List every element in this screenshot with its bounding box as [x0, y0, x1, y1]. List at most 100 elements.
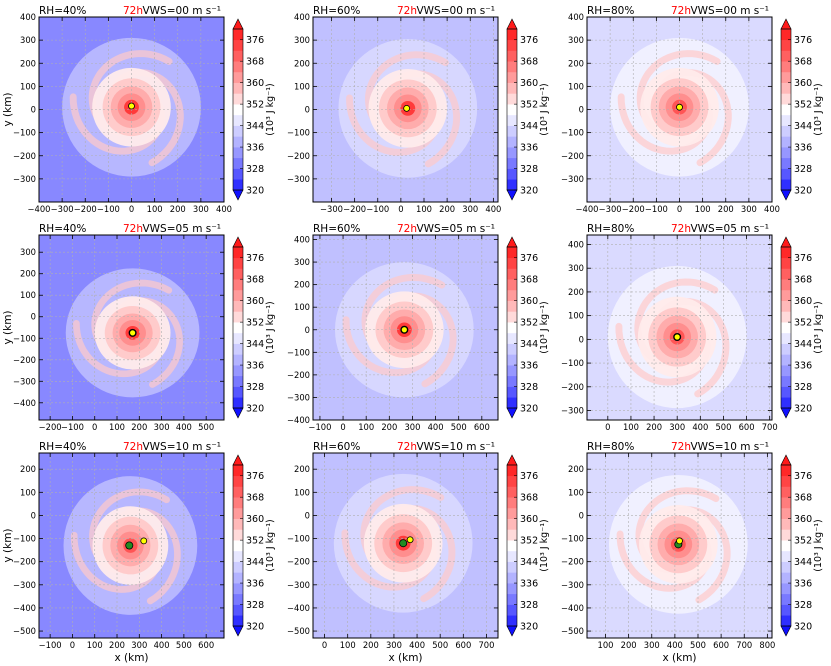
time-label: 72h: [671, 441, 691, 453]
colorbar-segment: [233, 561, 243, 573]
y-tick-label: 200: [20, 464, 36, 474]
time-label: 72h: [397, 223, 417, 235]
colorbar-segment: [507, 465, 517, 477]
vws-label: VWS=05 m s⁻¹: [690, 223, 769, 235]
colorbar-segment: [781, 157, 791, 169]
x-tick-label: 200: [131, 422, 147, 432]
heatmap-field: [587, 235, 772, 420]
x-tick-label: 100: [623, 422, 639, 432]
colorbar-segment: [507, 604, 517, 616]
colorbar-extend-min: [780, 189, 792, 201]
colorbar-segment: [781, 247, 791, 259]
y-tick-label: −200: [287, 151, 310, 161]
colorbar-unit-label: (10³ J kg⁻¹): [265, 83, 276, 136]
x-axis-label: x (km): [662, 652, 696, 664]
colorbar-segment: [507, 518, 517, 530]
colorbar-segment: [781, 365, 791, 377]
x-tick-label: −300: [599, 204, 622, 214]
x-tick-label: 0: [322, 640, 327, 650]
y-tick-label: −100: [287, 128, 310, 138]
colorbar-segment: [507, 354, 517, 366]
colorbar-tick-label: 368: [520, 57, 538, 68]
colorbar-tick-label: 368: [794, 493, 812, 504]
colorbar-unit-label: (10³ J kg⁻¹): [265, 519, 276, 572]
colorbar-segment: [233, 247, 243, 259]
time-label: 72h: [671, 5, 691, 17]
eye-marker: [129, 329, 137, 337]
colorbar-segment: [781, 104, 791, 116]
colorbar-segment: [233, 375, 243, 387]
colorbar-tick-label: 360: [520, 514, 538, 525]
colorbar-segment: [507, 529, 517, 541]
center-marker: [125, 541, 134, 550]
panel-5: −100 0 100 200 300 400 500 600 −400 −300 −200 −100 0…: [287, 223, 550, 432]
vws-label: VWS=10 m s⁻¹: [416, 441, 495, 453]
colorbar-segment: [507, 311, 517, 323]
x-tick-label: −200: [39, 422, 62, 432]
y-tick-label: −300: [287, 580, 310, 590]
colorbar-segment: [233, 583, 243, 595]
colorbar-segment: [233, 29, 243, 41]
colorbar-segment: [781, 300, 791, 312]
colorbar-segment: [233, 518, 243, 530]
y-tick-label: −400: [287, 415, 310, 425]
colorbar-tick-label: 328: [520, 382, 538, 393]
colorbar-tick-label: 360: [794, 78, 812, 89]
y-tick-label: 0: [31, 105, 36, 115]
y-tick-label: 0: [31, 312, 36, 322]
y-tick-label: 400: [294, 235, 310, 245]
colorbar-tick-label: 336: [246, 143, 264, 154]
colorbar-segment: [781, 343, 791, 355]
colorbar-extend-max: [780, 236, 792, 248]
y-tick-label: 200: [294, 58, 310, 68]
y-tick-label: 200: [568, 464, 584, 474]
colorbar-tick-label: 336: [794, 143, 812, 154]
colorbar-extend-min: [780, 625, 792, 637]
colorbar-segment: [233, 354, 243, 366]
x-tick-label: 500: [176, 640, 192, 650]
x-tick-label: 300: [154, 422, 170, 432]
colorbar-segment: [781, 322, 791, 334]
colorbar-segment: [233, 104, 243, 116]
colorbar-segment: [507, 507, 517, 519]
colorbar-tick-label: 344: [794, 339, 812, 350]
colorbar-segment: [233, 114, 243, 126]
panel-3: −400 −300 −200 −100 0 100 200 300 400−300−200−10…: [561, 5, 824, 214]
panel-8: 0 100 200 300 400 500 600 700 −500 −400 −300 −200 −1…: [287, 441, 550, 664]
y-tick-label: −400: [13, 398, 36, 408]
colorbar: 320 328 336 344 352 360 368 376 (10³ J kg⁻¹): [506, 454, 550, 637]
colorbar-tick-label: 360: [794, 296, 812, 307]
x-tick-label: 200: [718, 204, 734, 214]
x-tick-label: −100: [366, 204, 389, 214]
colorbar-segment: [781, 71, 791, 83]
colorbar-segment: [781, 179, 791, 191]
x-tick-label: 0: [605, 422, 610, 432]
colorbar: 320 328 336 344 352 360 368 376 (10³ J kg⁻¹): [780, 18, 824, 201]
colorbar-segment: [781, 50, 791, 62]
colorbar-tick-label: 376: [520, 253, 538, 264]
time-label: 72h: [123, 223, 143, 235]
y-tick-label: 200: [568, 58, 584, 68]
colorbar-segment: [781, 147, 791, 159]
x-tick-label: 600: [739, 422, 755, 432]
x-tick-label: 200: [439, 204, 455, 214]
heatmap-field: [39, 453, 224, 638]
colorbar-segment: [507, 279, 517, 291]
colorbar-segment: [781, 475, 791, 487]
colorbar-tick-label: 368: [520, 275, 538, 286]
rh-label: RH=40%: [39, 5, 86, 17]
colorbar-tick-label: 344: [794, 557, 812, 568]
x-tick-label: 0: [398, 204, 403, 214]
x-tick-label: 500: [451, 422, 467, 432]
y-tick-label: −300: [13, 376, 36, 386]
y-tick-label: 0: [305, 510, 310, 520]
colorbar-segment: [507, 104, 517, 116]
colorbar-segment: [507, 179, 517, 191]
x-tick-label: 600: [198, 640, 214, 650]
axes-frame: [586, 234, 773, 421]
colorbar-segment: [507, 375, 517, 387]
y-tick-label: −400: [287, 603, 310, 613]
y-tick-label: −200: [13, 151, 36, 161]
x-tick-label: 700: [736, 640, 752, 650]
colorbar-tick-label: 344: [246, 557, 264, 568]
